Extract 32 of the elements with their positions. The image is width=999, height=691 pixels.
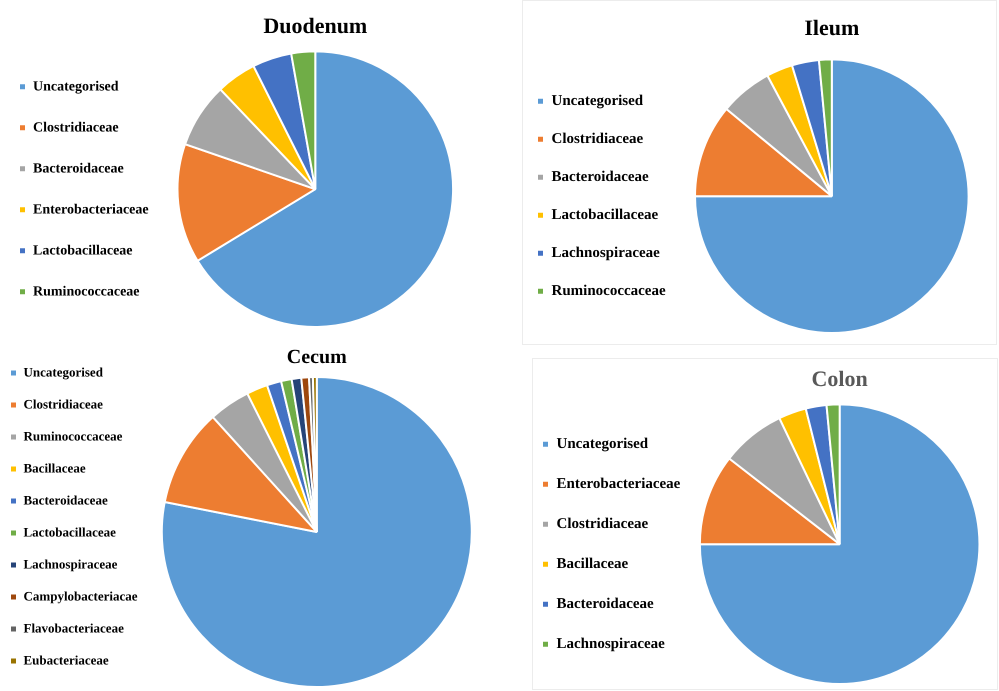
legend-label: Ruminococcaceae bbox=[33, 284, 140, 300]
legend-label: Uncategorised bbox=[24, 364, 104, 380]
legend-label: Ruminococcaceae bbox=[552, 283, 666, 300]
legend-label: Lactobacillaceae bbox=[552, 207, 658, 224]
chart-title: Colon bbox=[812, 366, 868, 391]
legend-label: Campylobacteriacae bbox=[24, 588, 138, 604]
legend-label: Lachnospiraceae bbox=[556, 636, 666, 652]
legend-label: Bacteroidaceae bbox=[24, 492, 108, 508]
legend-label: Uncategorised bbox=[556, 436, 649, 452]
chart-title: Ileum bbox=[804, 14, 860, 40]
legend-label: Lactobacillaceae bbox=[33, 243, 133, 258]
legend-label: Ruminococcaceae bbox=[24, 428, 123, 444]
legend-label: Bacteroidaceae bbox=[33, 161, 124, 176]
legend-label: Lactobacillaceae bbox=[24, 524, 116, 540]
legend-label: Enterobacteriaceae bbox=[556, 476, 681, 492]
legend-label: Enterobacteriaceae bbox=[33, 202, 149, 218]
legend-label: Bacteroidaceae bbox=[556, 596, 654, 612]
chart-title: Duodenum bbox=[263, 12, 368, 38]
legend-label: Eubacteriaceae bbox=[24, 652, 109, 668]
legend-label: Uncategorised bbox=[552, 93, 644, 110]
legend-label: Bacteroidaceae bbox=[552, 169, 650, 186]
legend-label: Flavobacteriaceae bbox=[24, 620, 124, 636]
legend-label: Lachnospiraceae bbox=[24, 556, 118, 572]
legend-label: Lachnospiraceae bbox=[552, 245, 660, 262]
legend-label: Clostridiaceae bbox=[24, 396, 104, 412]
legend-label: Clostridiaceae bbox=[33, 120, 119, 136]
legend-label: Clostridiaceae bbox=[552, 131, 644, 148]
legend-label: Bacillaceae bbox=[556, 556, 628, 572]
legend-label: Uncategorised bbox=[33, 79, 119, 94]
legend-label: Clostridiaceae bbox=[556, 516, 648, 532]
legend-label: Bacillaceae bbox=[24, 460, 86, 476]
chart-title: Cecum bbox=[286, 346, 348, 368]
